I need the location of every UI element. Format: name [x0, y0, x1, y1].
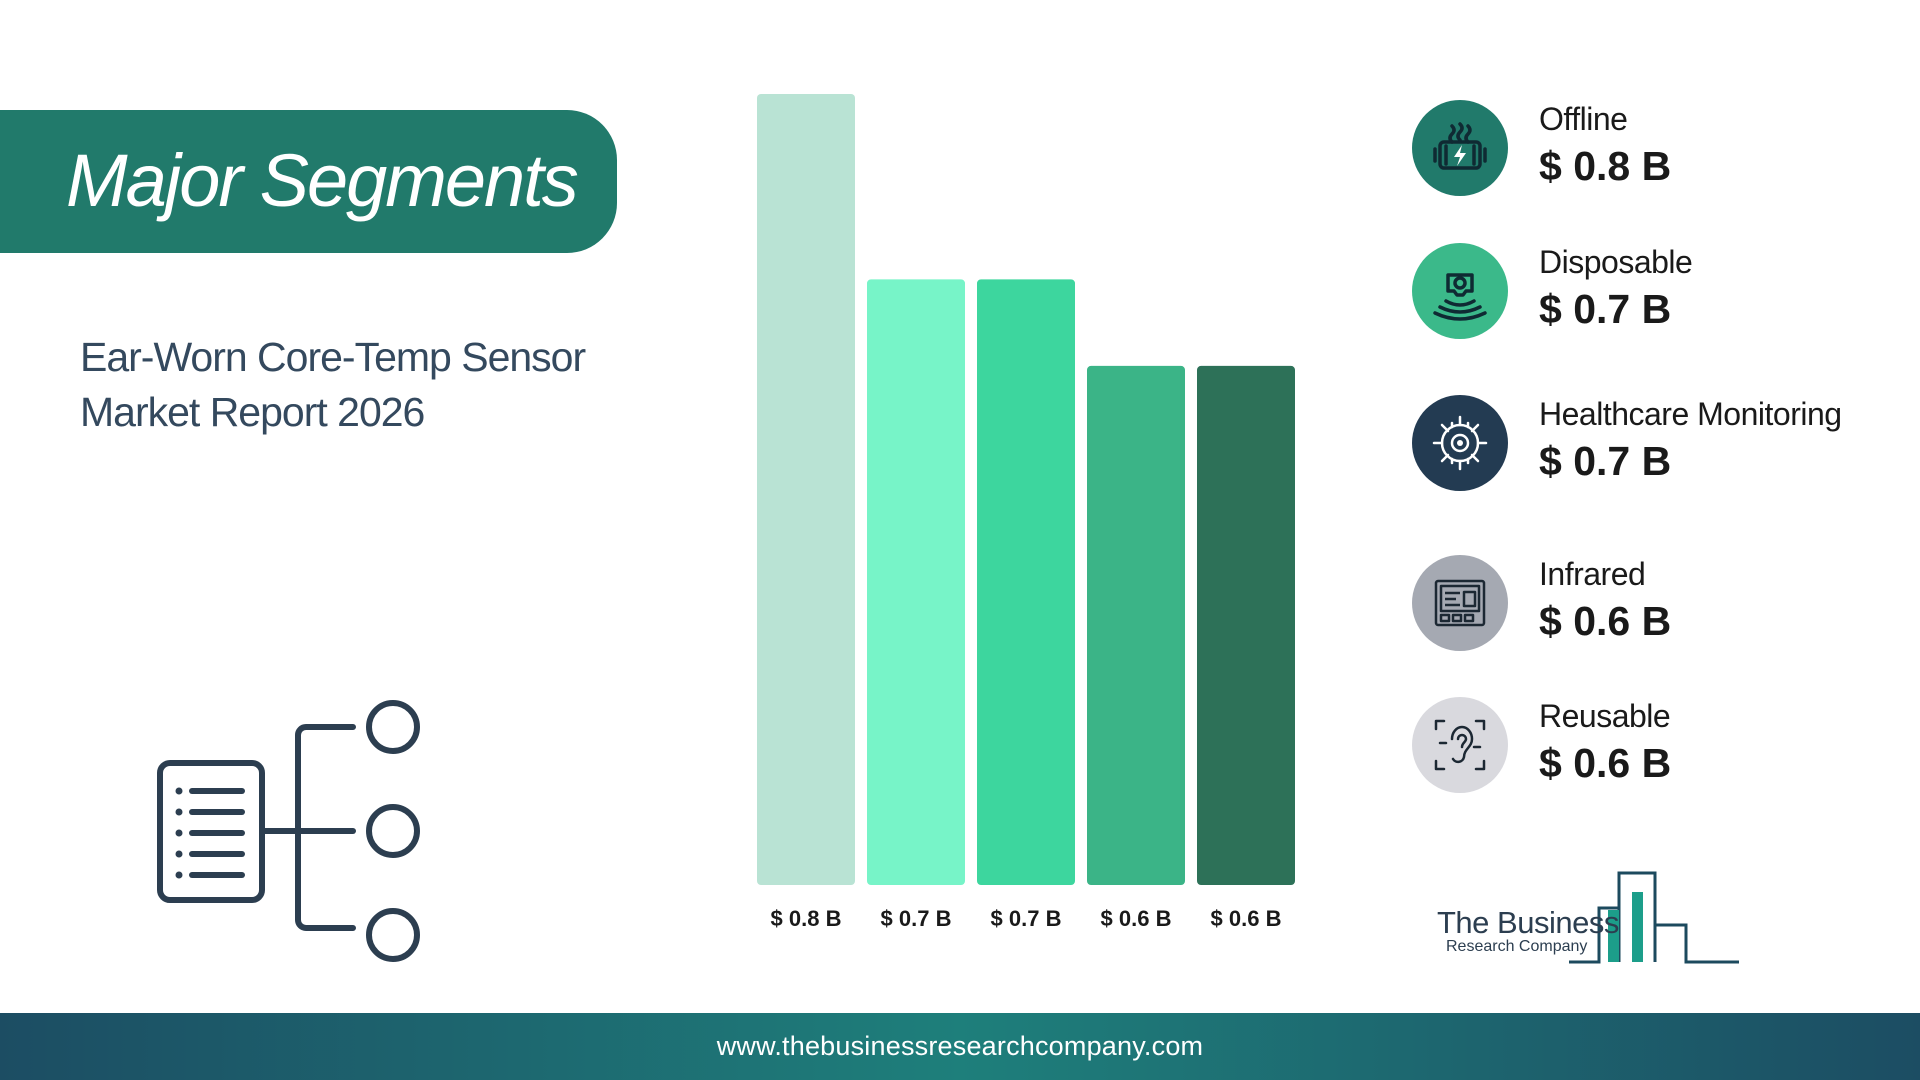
report-title-line-1: Ear-Worn Core-Temp Sensor — [80, 334, 586, 380]
bar-chart: $ 0.8 B $ 0.7 B $ 0.7 B $ 0.6 B $ 0.6 B — [757, 94, 1295, 931]
legend-value: $ 0.8 B — [1539, 143, 1672, 189]
legend-circle — [1412, 243, 1508, 339]
battery-charging-icon — [1433, 122, 1487, 170]
legend-circle — [1412, 100, 1508, 196]
hierarchy-list-icon — [157, 700, 420, 962]
bar-offline — [757, 94, 855, 885]
legend-name: Healthcare Monitoring — [1539, 396, 1842, 432]
report-title-line-2: Market Report 2026 — [80, 389, 425, 435]
legend-name: Offline — [1539, 101, 1628, 137]
legend-name: Reusable — [1539, 698, 1671, 734]
bar-infrared — [1087, 365, 1185, 885]
legend-value: $ 0.7 B — [1539, 286, 1672, 332]
legend-circle — [1412, 555, 1508, 651]
building-bars-icon — [1569, 871, 1739, 964]
bar-value-label: $ 0.7 B — [991, 906, 1062, 931]
legend-name: Infrared — [1539, 556, 1646, 592]
title-banner: Major Segments — [0, 110, 617, 253]
circuit-chip-icon — [1432, 415, 1488, 471]
brand-name: The Business — [1437, 905, 1619, 940]
report-subtitle: Ear-Worn Core-Temp Sensor Market Report … — [80, 330, 640, 440]
legend-circle — [1412, 697, 1508, 793]
legend-value: $ 0.7 B — [1539, 438, 1672, 484]
legend-value: $ 0.6 B — [1539, 740, 1672, 786]
website-link[interactable]: www.thebusinessresearchcompany.com — [716, 1031, 1204, 1061]
control-panel-icon — [1434, 579, 1486, 627]
bar-value-label: $ 0.6 B — [1211, 906, 1282, 931]
page-title: Major Segments — [66, 139, 579, 222]
footer-bar: www.thebusinessresearchcompany.com — [0, 1013, 1920, 1080]
brand-logo: The Business Research Company — [1434, 870, 1744, 966]
brand-tagline: Research Company — [1446, 938, 1588, 955]
bar-disposable — [867, 279, 965, 885]
legend-value: $ 0.6 B — [1539, 598, 1672, 644]
legend-circle — [1412, 395, 1508, 491]
legend-name: Disposable — [1539, 244, 1693, 280]
bar-value-label: $ 0.7 B — [881, 906, 952, 931]
bar-value-label: $ 0.6 B — [1101, 906, 1172, 931]
bar-value-label: $ 0.8 B — [771, 906, 842, 931]
wireless-sensor-icon — [1433, 273, 1487, 321]
bar-healthcare-monitoring — [977, 279, 1075, 885]
bar-reusable — [1197, 365, 1295, 885]
ear-sensor-icon — [1434, 719, 1486, 771]
